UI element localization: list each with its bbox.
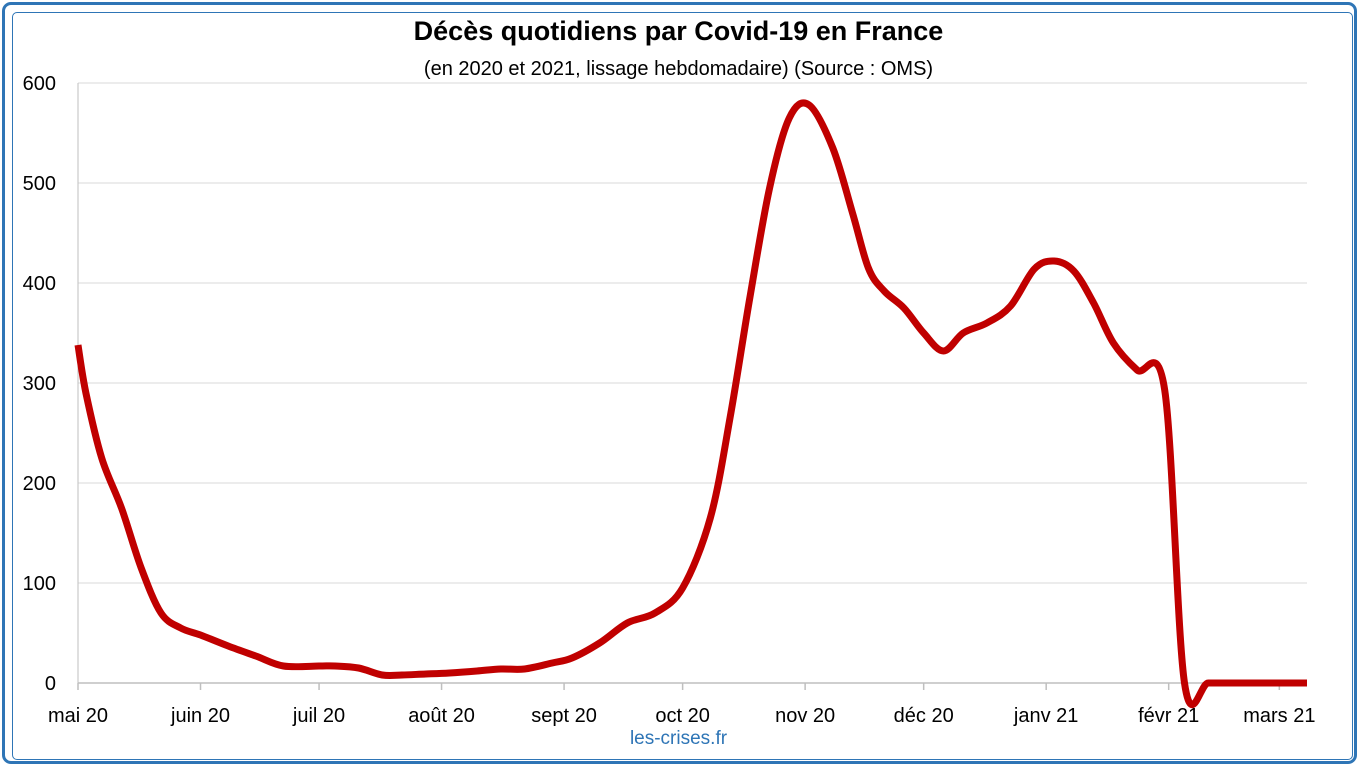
series-line-deaths <box>74 99 1307 709</box>
y-tick-label: 100 <box>23 573 56 595</box>
x-tick-label: déc 20 <box>894 705 954 727</box>
x-tick-label: juin 20 <box>170 705 230 727</box>
series-lines <box>74 99 1307 709</box>
source-watermark: les-crises.fr <box>629 728 728 749</box>
y-tick-label: 200 <box>23 473 56 495</box>
y-tick-label: 400 <box>23 273 56 295</box>
x-tick-label: nov 20 <box>775 705 835 727</box>
gridlines <box>78 82 1307 584</box>
x-tick-labels: mai 20 juin 20 juil 20 août 20 sept 20 oct 20… <box>48 705 1315 727</box>
chart-frame-inner <box>12 12 1353 760</box>
y-tick-labels: 0 100 200 300 400 500 600 <box>23 73 56 695</box>
y-tick-label: 0 <box>45 673 56 695</box>
y-tick-label: 500 <box>23 173 56 195</box>
y-tick-label: 600 <box>23 73 56 95</box>
x-tick-label: janv 21 <box>1013 705 1079 727</box>
x-tick-label: juil 20 <box>292 705 345 727</box>
x-tick-label: sept 20 <box>531 705 597 727</box>
x-tick-label: mai 20 <box>48 705 108 727</box>
x-tick-label: août 20 <box>408 705 475 727</box>
axes <box>77 83 1307 690</box>
x-tick-label: oct 20 <box>655 705 709 727</box>
chart-title: Décès quotidiens par Covid-19 en France <box>413 16 944 46</box>
chart-subtitle: (en 2020 et 2021, lissage hebdomadaire) … <box>423 58 934 80</box>
y-tick-label: 300 <box>23 373 56 395</box>
x-tick-label: mars 21 <box>1243 705 1315 727</box>
x-tick-label: févr 21 <box>1138 705 1199 727</box>
